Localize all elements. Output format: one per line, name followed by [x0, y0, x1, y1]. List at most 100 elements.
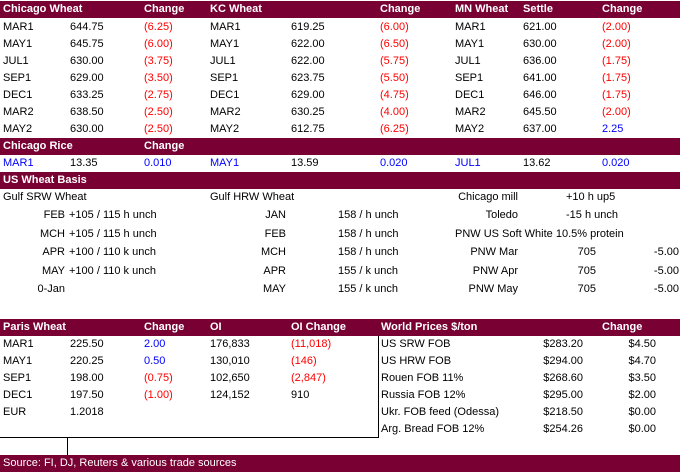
- column-header: OI Change: [291, 321, 347, 333]
- paris-cell: (11,018): [291, 338, 332, 350]
- pnw-label: PNW Apr: [472, 265, 518, 277]
- pnw-label: PNW May: [468, 283, 519, 295]
- futures-header-bar: [0, 1, 680, 18]
- contract-label: MAY1: [210, 38, 240, 50]
- change-value: (2.00): [602, 38, 631, 50]
- price-value: 630.00: [523, 38, 557, 50]
- contract-label: MAR1: [210, 21, 241, 33]
- contract-label: MAY1: [455, 38, 485, 50]
- srw-basis: +100 / 110 k unch: [69, 265, 156, 277]
- divider-vertical: [378, 336, 379, 437]
- change-value: (3.75): [144, 55, 173, 67]
- hrw-month: JAN: [265, 209, 286, 221]
- price-value: 630.25: [291, 106, 325, 118]
- price-value: 623.75: [291, 72, 325, 84]
- rice-header-bar: [0, 138, 680, 155]
- change-value: (6.00): [144, 38, 173, 50]
- hrw-month: FEB: [264, 228, 286, 240]
- price-value: 637.00: [523, 123, 557, 135]
- column-header: Paris Wheat: [3, 321, 66, 333]
- paris-cell: (2,847): [291, 372, 326, 384]
- change-value: (5.75): [380, 55, 409, 67]
- rice-cell: 13.59: [291, 157, 319, 169]
- toledo-label: Toledo: [485, 209, 518, 221]
- paris-cell: 102,650: [210, 372, 250, 384]
- price-value: 645.50: [523, 106, 557, 118]
- paris-cell: 1.2018: [70, 406, 104, 418]
- world-origin: US HRW FOB: [381, 355, 452, 367]
- world-origin: Ukr. FOB feed (Odessa): [381, 406, 499, 418]
- column-header: Settle: [523, 3, 553, 15]
- contract-label: SEP1: [3, 72, 32, 84]
- world-price: $254.26: [543, 423, 583, 435]
- contract-label: MAR2: [455, 106, 486, 118]
- price-value: 638.50: [70, 106, 104, 118]
- price-value: 644.75: [70, 21, 104, 33]
- world-price: $218.50: [543, 406, 583, 418]
- change-value: (6.50): [380, 38, 409, 50]
- gulf-hrw-label: Gulf HRW Wheat: [210, 191, 295, 203]
- contract-label: MAY2: [210, 123, 240, 135]
- price-value: 633.25: [70, 89, 104, 101]
- pnw-price: 705: [577, 283, 596, 295]
- contract-label: MAY2: [455, 123, 485, 135]
- section-title: US Wheat Basis: [3, 174, 87, 186]
- source-bar: [0, 455, 680, 472]
- world-origin: US SRW FOB: [381, 338, 451, 350]
- srw-basis: +105 / 115 h unch: [69, 209, 157, 221]
- price-value: 622.00: [291, 55, 325, 67]
- paris-world-header-bar: [0, 319, 680, 336]
- srw-month: APR: [42, 246, 65, 258]
- column-header: Chicago Wheat: [3, 3, 83, 15]
- hrw-basis: 158 / h unch: [338, 228, 399, 240]
- change-value: (3.50): [144, 72, 173, 84]
- price-value: 622.00: [291, 38, 325, 50]
- paris-cell: (0.75): [144, 372, 173, 384]
- price-value: 630.00: [70, 123, 104, 135]
- pnw-label: PNW Mar: [470, 246, 518, 258]
- column-header: Change: [144, 3, 185, 15]
- hrw-month: APR: [263, 265, 286, 277]
- srw-month: 0-Jan: [37, 283, 65, 295]
- change-value: (2.00): [602, 21, 631, 33]
- change-value: (1.75): [602, 72, 631, 84]
- rice-cell: 13.35: [70, 157, 98, 169]
- change-value: (6.00): [380, 21, 409, 33]
- world-origin: Rouen FOB 11%: [381, 372, 464, 384]
- contract-label: MAY1: [3, 38, 33, 50]
- contract-label: DEC1: [3, 89, 33, 101]
- world-price: $268.60: [543, 372, 583, 384]
- column-header: Change: [144, 140, 185, 152]
- hrw-basis: 158 / h unch: [338, 246, 399, 258]
- change-value: (4.00): [380, 106, 409, 118]
- paris-cell: DEC1: [3, 389, 33, 401]
- rice-cell: 13.62: [523, 157, 551, 169]
- column-header: KC Wheat: [210, 3, 262, 15]
- rice-cell: 0.010: [144, 157, 172, 169]
- paris-cell: 130,010: [210, 355, 250, 367]
- price-value: 612.75: [291, 123, 325, 135]
- rice-cell: 0.020: [602, 157, 630, 169]
- srw-basis: +105 / 115 h unch: [69, 228, 157, 240]
- contract-label: MAR2: [210, 106, 241, 118]
- change-value: (1.75): [602, 89, 631, 101]
- change-value: (2.50): [144, 123, 173, 135]
- pnw-title: PNW US Soft White 10.5% protein: [455, 228, 624, 240]
- paris-cell: 0.50: [144, 355, 166, 367]
- contract-label: JUL1: [3, 55, 29, 67]
- contract-label: JUL1: [210, 55, 236, 67]
- pnw-price: 705: [577, 265, 596, 277]
- price-value: 619.25: [291, 21, 325, 33]
- chicago-mill-value: +10 h up5: [566, 191, 616, 203]
- contract-label: DEC1: [210, 89, 240, 101]
- paris-cell: SEP1: [3, 372, 32, 384]
- chicago-mill-label: Chicago mill: [458, 191, 518, 203]
- paris-cell: (146): [291, 355, 317, 367]
- paris-cell: 124,152: [210, 389, 250, 401]
- basis-header-bar: [0, 172, 680, 189]
- srw-month: MCH: [39, 228, 65, 240]
- column-header: Change: [602, 321, 643, 333]
- world-change: $4.50: [628, 338, 656, 350]
- srw-month: FEB: [43, 209, 65, 221]
- world-price: $283.20: [543, 338, 583, 350]
